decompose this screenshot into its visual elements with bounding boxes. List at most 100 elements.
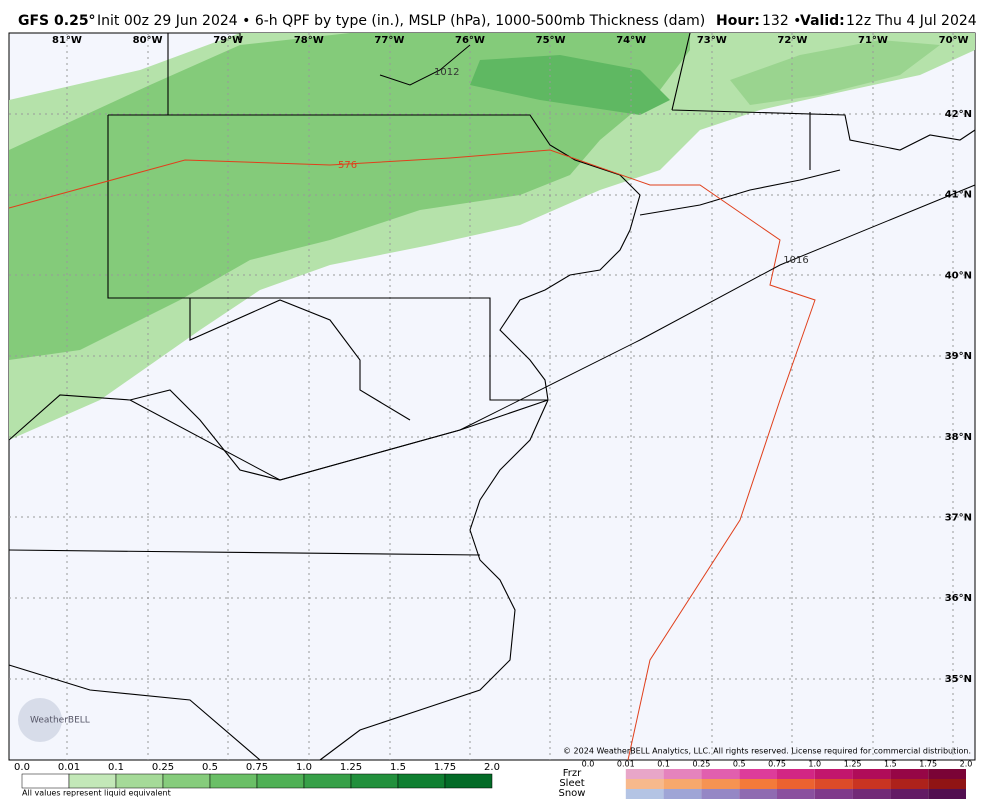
- mixed-swatch: [663, 779, 702, 789]
- mixed-tick: 0.1: [657, 760, 670, 769]
- precip-type: Snow: [559, 788, 586, 799]
- mixed-swatch: [588, 769, 626, 779]
- rain-swatch: [444, 773, 493, 789]
- rain-tick: 1.25: [340, 762, 362, 773]
- precip-type: Frzr: [563, 768, 582, 779]
- lon-label: 72°W: [777, 35, 807, 46]
- lon-label: 78°W: [294, 35, 324, 46]
- lon-label: 70°W: [939, 35, 969, 46]
- legend-note: All values represent liquid equivalent: [22, 789, 171, 798]
- rain-swatch: [162, 773, 211, 789]
- mixed-swatch: [588, 779, 626, 789]
- mixed-swatch: [701, 789, 740, 799]
- mixed-swatch: [890, 769, 929, 779]
- mixed-swatch: [852, 779, 891, 789]
- rain-swatch: [350, 773, 399, 789]
- map-description: Init 00z 29 Jun 2024 • 6-h QPF by type (…: [97, 13, 705, 29]
- borders: [8, 32, 976, 761]
- mixed-swatch: [625, 779, 664, 789]
- lon-labels: 81°W 80°W 79°W 78°W 77°W 76°W 75°W 74°W 73°W 72°W…: [52, 35, 969, 46]
- rain-tick: 2.0: [484, 762, 500, 773]
- rain-tick: 1.75: [434, 762, 456, 773]
- mixed-swatch: [663, 769, 702, 779]
- mixed-tick: 1.75: [919, 760, 937, 769]
- legend: All values represent liquid equivalent 0…: [14, 760, 973, 799]
- hour-label: Hour:: [716, 13, 760, 29]
- mixed-tick: 0.75: [768, 760, 786, 769]
- rain-tick: 0.75: [246, 762, 268, 773]
- copyright: © 2024 WeatherBELL Analytics, LLC. All r…: [563, 747, 971, 756]
- rain-tick: 1.5: [390, 762, 406, 773]
- mixed-swatch: [777, 769, 815, 779]
- mixed-swatch: [890, 789, 929, 799]
- lon-label: 74°W: [616, 35, 646, 46]
- mixed-swatch: [852, 769, 891, 779]
- mixed-tick: 0.01: [617, 760, 635, 769]
- hour-value: 132 •: [762, 13, 801, 29]
- contour-label: 1012: [434, 67, 459, 78]
- lon-label: 81°W: [52, 35, 82, 46]
- rain-tick: 1.0: [296, 762, 312, 773]
- mixed-swatch: [701, 779, 740, 789]
- mixed-swatch: [928, 789, 966, 799]
- isobar-1016: [129, 184, 976, 481]
- rain-tick: 0.0: [14, 762, 30, 773]
- rain-swatch: [21, 773, 70, 789]
- mixed-swatch: [928, 769, 966, 779]
- lat-label: 41°N: [945, 190, 972, 201]
- map-area: 1012 576 1016 WeatherBELL © 2024 Weather…: [8, 32, 976, 761]
- mixed-tick: 0.0: [582, 760, 595, 769]
- mixed-tick: 0.25: [692, 760, 710, 769]
- contour-label: 576: [338, 160, 357, 171]
- rain-swatch: [303, 773, 352, 789]
- model-name: GFS 0.25°: [18, 13, 96, 29]
- precip-heavy: [470, 55, 670, 115]
- lat-label: 42°N: [945, 109, 972, 120]
- lat-label: 37°N: [945, 513, 972, 524]
- rain-swatch: [397, 773, 446, 789]
- logo: WeatherBELL: [30, 716, 90, 726]
- mixed-tick: 1.0: [808, 760, 821, 769]
- lon-label: 71°W: [858, 35, 888, 46]
- mixed-tick: 0.5: [733, 760, 746, 769]
- lon-label: 77°W: [374, 35, 404, 46]
- lon-label: 75°W: [536, 35, 566, 46]
- mixed-swatch: [814, 779, 853, 789]
- mixed-swatch: [814, 789, 853, 799]
- mixed-swatch: [701, 769, 740, 779]
- lat-label: 39°N: [945, 351, 972, 362]
- rain-tick: 0.1: [108, 762, 124, 773]
- rain-swatch: [68, 773, 117, 789]
- lon-label: 80°W: [133, 35, 163, 46]
- lon-label: 79°W: [213, 35, 243, 46]
- rain-tick: 0.01: [58, 762, 80, 773]
- mixed-tick: 2.0: [960, 760, 973, 769]
- mixed-swatch: [777, 789, 815, 799]
- thickness-contour: [8, 149, 816, 761]
- mixed-swatch: [739, 769, 777, 779]
- mixed-swatch: [777, 779, 815, 789]
- mixed-swatch: [663, 789, 702, 799]
- lat-label: 35°N: [945, 674, 972, 685]
- mixed-swatch: [625, 769, 664, 779]
- rain-swatch: [209, 773, 258, 789]
- lat-label: 38°N: [945, 432, 972, 443]
- mixed-swatch: [739, 779, 777, 789]
- isobar-1012: [379, 44, 471, 86]
- lat-label: 36°N: [945, 593, 972, 604]
- mixed-swatch: [890, 779, 929, 789]
- precip-light-ne: [730, 40, 940, 105]
- mixed-swatch: [814, 769, 853, 779]
- precip-type: Sleet: [559, 778, 584, 789]
- lat-labels: 42°N 41°N 40°N 39°N 38°N 37°N 36°N 35°N: [945, 109, 972, 685]
- contour-label: 1016: [783, 255, 808, 266]
- rain-tick: 0.5: [202, 762, 218, 773]
- mixed-swatch: [588, 789, 626, 799]
- mixed-swatch: [739, 789, 777, 799]
- valid-label: Valid:: [800, 13, 845, 29]
- lat-label: 40°N: [945, 270, 972, 281]
- mixed-swatch: [928, 779, 966, 789]
- logo-mark: [18, 698, 62, 742]
